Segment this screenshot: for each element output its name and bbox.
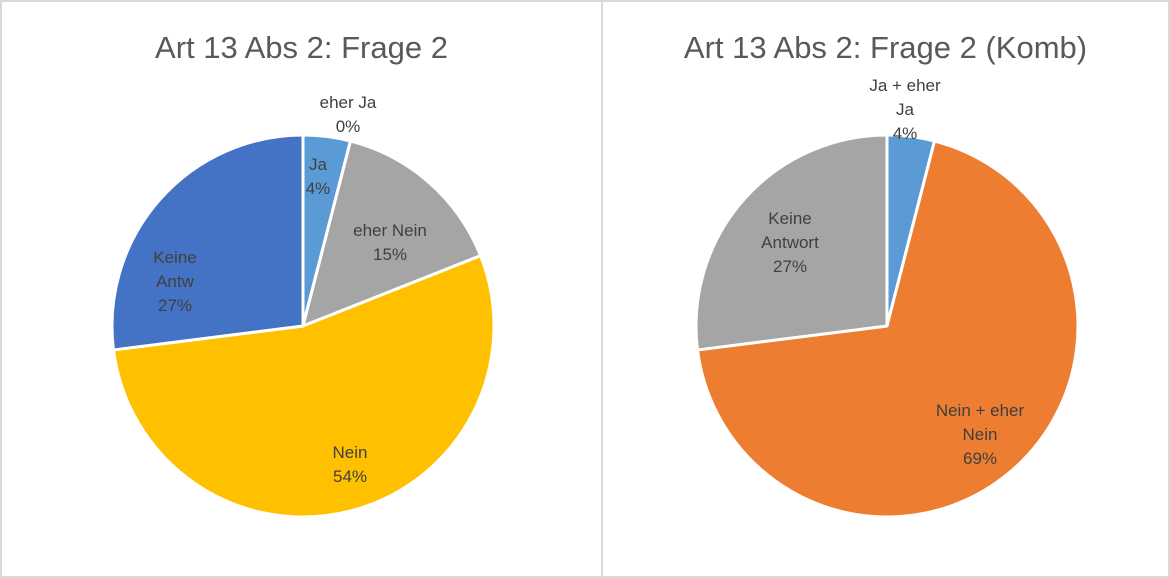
value-label: 27% bbox=[772, 257, 808, 276]
category-name: eher Ja bbox=[319, 93, 377, 112]
value-label: 4% bbox=[892, 124, 918, 143]
value-label: 0% bbox=[335, 117, 361, 136]
category-name: Keine Antwort bbox=[761, 209, 819, 252]
value-label: 54% bbox=[332, 467, 368, 486]
data-label: eher Nein 15% bbox=[340, 219, 440, 267]
pie-slice bbox=[694, 133, 889, 352]
data-label: Keine Antw 27% bbox=[145, 246, 205, 318]
category-name: Keine Antw bbox=[153, 248, 197, 291]
pie-slice bbox=[301, 139, 483, 328]
category-name: Nein bbox=[332, 443, 368, 462]
chart-title: Art 13 Abs 2: Frage 2 bbox=[155, 30, 448, 65]
data-label: Ja 4% bbox=[298, 153, 338, 201]
data-label: Nein 54% bbox=[320, 441, 380, 489]
chart-panel: Art 13 Abs 2: Frage 2 (Komb) bbox=[601, 0, 1170, 578]
value-label: 4% bbox=[305, 179, 331, 198]
category-name: Nein + eher Nein bbox=[935, 401, 1025, 444]
pie-slice bbox=[110, 133, 305, 352]
category-name: Ja bbox=[309, 155, 327, 174]
value-label: 69% bbox=[962, 449, 998, 468]
data-label: eher Ja 0% bbox=[308, 91, 388, 139]
value-label: 27% bbox=[157, 296, 193, 315]
category-name: Ja + eher Ja bbox=[869, 76, 941, 119]
value-label: 15% bbox=[372, 245, 408, 264]
data-label: Ja + eher Ja 4% bbox=[865, 74, 945, 146]
chart-title: Art 13 Abs 2: Frage 2 (Komb) bbox=[683, 30, 1088, 65]
category-name: eher Nein bbox=[353, 221, 427, 240]
data-label: Keine Antwort 27% bbox=[745, 207, 835, 279]
data-label: Nein + eher Nein 69% bbox=[935, 399, 1025, 471]
pie-slice bbox=[696, 139, 1080, 519]
pie-slice bbox=[112, 254, 496, 519]
